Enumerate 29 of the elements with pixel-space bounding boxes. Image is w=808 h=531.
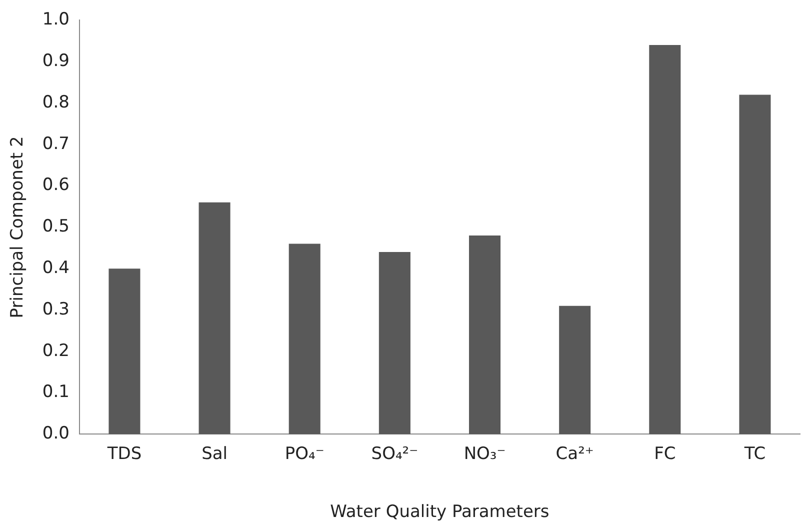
y-axis-title: Principal Componet 2 — [8, 136, 28, 318]
x-tick-label: NO₃⁻ — [464, 444, 506, 464]
bar — [468, 235, 501, 434]
bar — [198, 202, 230, 434]
y-tick-label: 0.7 — [42, 134, 70, 154]
x-tick-label: Sal — [202, 444, 228, 464]
y-tick-label: 0.2 — [42, 340, 70, 361]
y-tick-label: 0.3 — [42, 299, 70, 320]
y-tick-label: 0.6 — [42, 175, 70, 196]
bar — [108, 268, 140, 434]
x-tick-label: TDS — [106, 444, 142, 464]
y-tick-label: 0.4 — [42, 258, 70, 278]
x-tick-label: Ca²⁺ — [556, 444, 594, 464]
y-tick-label: 0.9 — [42, 51, 70, 72]
x-tick-label: PO₄⁻ — [284, 444, 324, 464]
y-tick-label: 0.8 — [42, 92, 70, 112]
x-tick-label: FC — [654, 444, 676, 464]
x-tick-label: TC — [743, 444, 766, 464]
y-tick-label: 0.1 — [42, 382, 70, 402]
bar — [739, 94, 771, 434]
y-tick-label: 0.5 — [42, 216, 70, 237]
x-tick-label: SO₄²⁻ — [371, 444, 418, 464]
y-tick-label: 0.0 — [42, 424, 70, 444]
bar — [649, 45, 681, 434]
bar — [559, 306, 591, 434]
bar — [378, 252, 410, 434]
bar — [288, 244, 320, 434]
y-tick-label: 1.0 — [42, 10, 70, 30]
x-axis-title: Water Quality Parameters — [330, 502, 550, 522]
